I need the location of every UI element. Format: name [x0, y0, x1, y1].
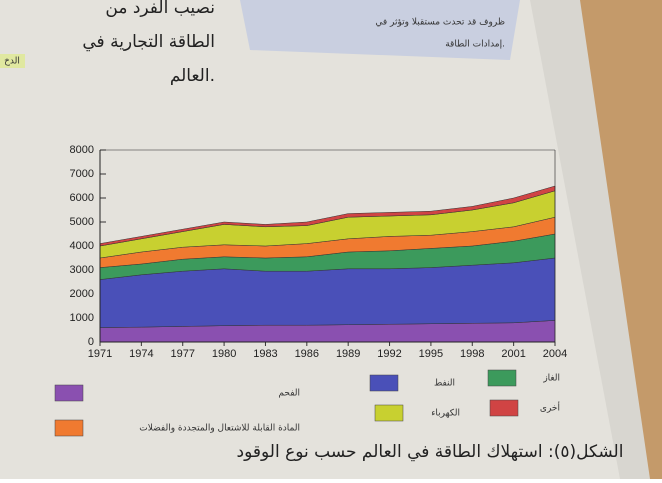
x-tick-label: 1995 — [419, 348, 443, 360]
legend-swatch — [488, 370, 516, 386]
column-line: العالم. — [170, 66, 215, 86]
y-tick-label: 2000 — [70, 288, 94, 300]
y-tick-label: 4000 — [70, 240, 94, 252]
legend-label: أخرى — [540, 402, 560, 414]
legend-swatch — [375, 405, 403, 421]
page: {"page_text": {"right_column": ["نصيب ال… — [0, 0, 662, 479]
x-tick-label: 1980 — [212, 348, 236, 360]
legend-swatch — [370, 375, 398, 391]
x-tick-label: 1989 — [336, 348, 360, 360]
side-tag: الدخ — [4, 57, 20, 67]
x-tick-label: 2001 — [501, 348, 525, 360]
x-tick-label: 1986 — [295, 348, 319, 360]
legend-label: الفحم — [278, 389, 300, 399]
x-tick-label: 1992 — [377, 348, 401, 360]
x-tick-label: 1983 — [253, 348, 277, 360]
box-line: إمدادات الطاقة. — [445, 40, 505, 50]
x-tick-label: 2004 — [543, 348, 567, 360]
y-tick-label: 1000 — [70, 312, 94, 324]
box-line: ظروف قد تحدث مستقبلا وتؤثر في — [375, 18, 505, 28]
y-tick-label: 3000 — [70, 264, 94, 276]
x-tick-label: 1998 — [460, 348, 484, 360]
caption: الشكل(٥): استهلاك الطاقة في العالم حسب ن… — [237, 442, 624, 462]
y-tick-label: 5000 — [70, 216, 94, 228]
x-tick-label: 1977 — [170, 348, 194, 360]
column-line: نصيب الفرد من — [105, 0, 215, 18]
photo: الدخ نصيب الفرد من الطاقة التجارية في ال… — [0, 0, 662, 479]
legend-swatch — [55, 385, 83, 401]
y-tick-label: 0 — [88, 336, 94, 348]
legend-label: النفط — [434, 379, 455, 389]
y-tick-label: 8000 — [70, 144, 94, 156]
legend-swatch — [490, 400, 518, 416]
text-box — [240, 0, 520, 60]
legend-label: الغاز — [542, 374, 560, 384]
y-tick-label: 6000 — [70, 192, 94, 204]
column-line: الطاقة التجارية في — [82, 32, 215, 52]
y-tick-label: 7000 — [70, 168, 94, 180]
x-tick-label: 1974 — [129, 348, 153, 360]
legend-label: المادة القابلة للاشتعال والمتجددة والفضل… — [139, 424, 300, 434]
legend-swatch — [55, 420, 83, 436]
legend-label: الكهرباء — [431, 409, 460, 419]
x-tick-label: 1971 — [88, 348, 112, 360]
